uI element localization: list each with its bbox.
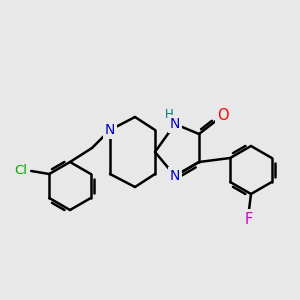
Text: N: N [170, 117, 180, 131]
Text: H: H [165, 109, 173, 122]
Text: N: N [170, 169, 180, 183]
Text: F: F [245, 212, 253, 226]
Text: O: O [217, 107, 229, 122]
Text: N: N [105, 123, 115, 137]
Text: Cl: Cl [15, 164, 28, 178]
